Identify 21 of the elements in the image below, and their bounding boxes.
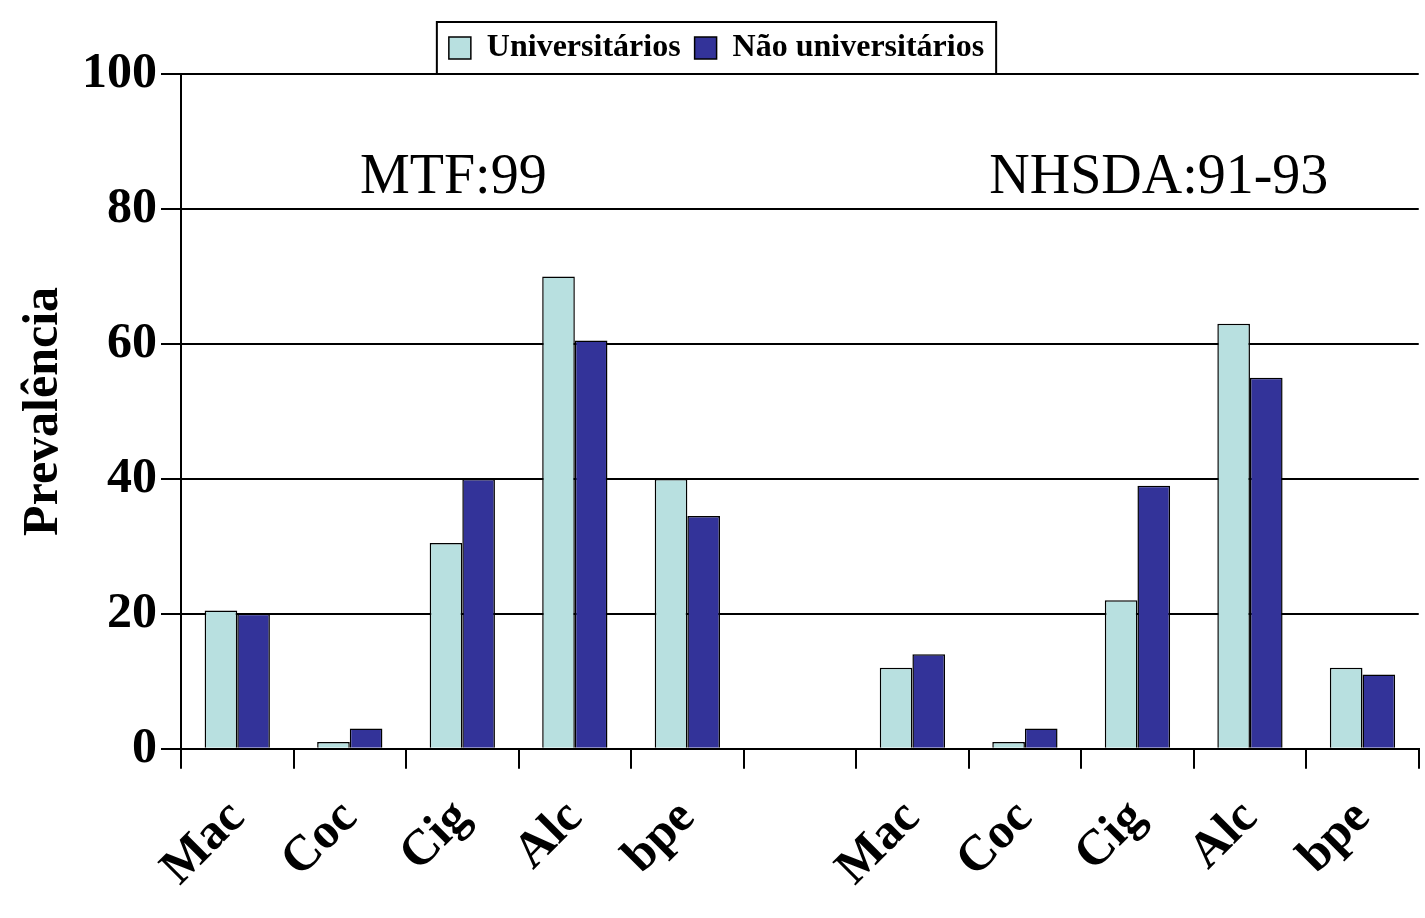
x-tick-label: Coc xyxy=(943,787,1042,886)
annotation: MTF:99 xyxy=(359,143,547,206)
x-tick-label: bpe xyxy=(609,787,705,882)
x-tick-label: Mac xyxy=(147,787,255,894)
x-tick-label: Alc xyxy=(501,787,592,879)
y-tick-label: 20 xyxy=(107,581,157,638)
y-tick-label: 60 xyxy=(107,311,157,368)
y-tick-label: 40 xyxy=(107,446,157,503)
x-tick-label: Mac xyxy=(822,787,930,894)
y-axis-title: Prevalência xyxy=(11,286,68,536)
x-tick-label: Cig xyxy=(386,787,480,880)
x-tick-label: Coc xyxy=(268,787,367,886)
legend-label: Não universitários xyxy=(732,27,985,64)
annotation: NHSDA:91-93 xyxy=(989,143,1329,206)
y-tick-label: 100 xyxy=(82,41,157,98)
x-tick-label: Alc xyxy=(1176,787,1267,879)
y-tick-label: 0 xyxy=(132,716,157,773)
x-tick-label: bpe xyxy=(1284,787,1380,882)
y-tick-label: 80 xyxy=(107,176,157,233)
x-tick-label: Cig xyxy=(1061,787,1155,880)
legend-label: Universitários xyxy=(486,27,681,64)
